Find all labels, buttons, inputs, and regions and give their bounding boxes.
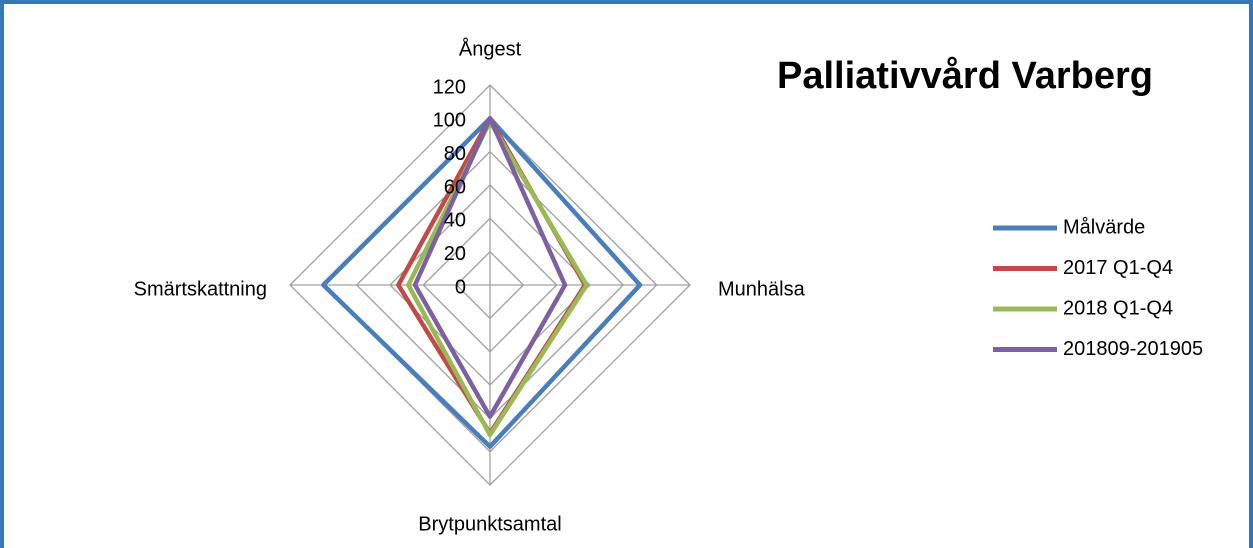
category-label: Smärtskattning (134, 278, 267, 300)
legend-label: Målvärde (1063, 216, 1145, 238)
r-tick-label: 0 (455, 276, 466, 298)
r-tick-label: 80 (444, 143, 466, 165)
r-tick-label: 120 (433, 76, 466, 98)
legend-label: 201809-201905 (1063, 338, 1203, 360)
series-line (412, 116, 568, 419)
chart-title: Palliativvård Varberg (777, 55, 1153, 97)
r-tick-label: 40 (444, 210, 466, 232)
r-tick-label: 60 (444, 176, 466, 198)
category-label: Munhälsa (718, 278, 806, 300)
r-tick-label: 100 (433, 110, 466, 132)
legend-label: 2018 Q1-Q4 (1063, 297, 1173, 319)
r-tick-label: 20 (444, 243, 466, 265)
series-line (406, 119, 589, 438)
series-line (321, 116, 643, 449)
category-label: Ångest (459, 37, 522, 60)
category-label: Brytpunktsamtal (418, 513, 561, 535)
legend-label: 2017 Q1-Q4 (1063, 257, 1173, 279)
